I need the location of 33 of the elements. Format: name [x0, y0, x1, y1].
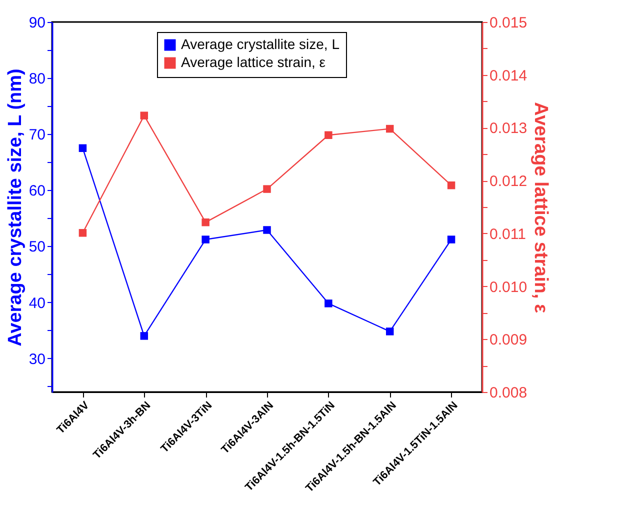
- y2-tick-label: 0.008: [490, 384, 528, 402]
- point: [263, 185, 271, 193]
- y2-tick-label: 0.012: [490, 173, 528, 190]
- y2-axis-title: Average lattice strain, ε: [530, 102, 552, 314]
- y2-tick-label: 0.014: [490, 67, 528, 84]
- y2-tick-label: 0.010: [490, 278, 528, 296]
- point: [140, 332, 148, 340]
- y-tick-label: 80: [28, 70, 46, 88]
- point: [78, 144, 87, 152]
- point: [140, 112, 148, 120]
- point: [386, 328, 394, 336]
- point: [78, 229, 87, 237]
- y2-tick-label: 0.015: [490, 14, 528, 32]
- y-axis-title: Average crystallite size, L (nm): [4, 68, 26, 346]
- point: [202, 236, 210, 244]
- y-tick-label: 60: [28, 182, 46, 200]
- point: [386, 124, 394, 133]
- y2-tick-label: 0.011: [490, 226, 526, 243]
- point: [447, 236, 456, 244]
- y2-tick-label: 0.013: [490, 120, 528, 138]
- y-tick-label: 90: [28, 14, 46, 32]
- legend-label: Average lattice strain, ε: [181, 54, 326, 70]
- y-tick-label: 50: [28, 238, 46, 256]
- y2-tick-label: 0.009: [490, 332, 528, 349]
- y-tick-label: 30: [28, 350, 46, 368]
- point: [324, 300, 332, 308]
- point: [202, 218, 210, 226]
- point: [447, 181, 456, 190]
- y-tick-label: 70: [28, 126, 46, 144]
- point: [324, 131, 332, 139]
- y-tick-label: 40: [28, 294, 46, 312]
- legend-label: Average crystallite size, L: [181, 36, 340, 52]
- point: [263, 226, 271, 234]
